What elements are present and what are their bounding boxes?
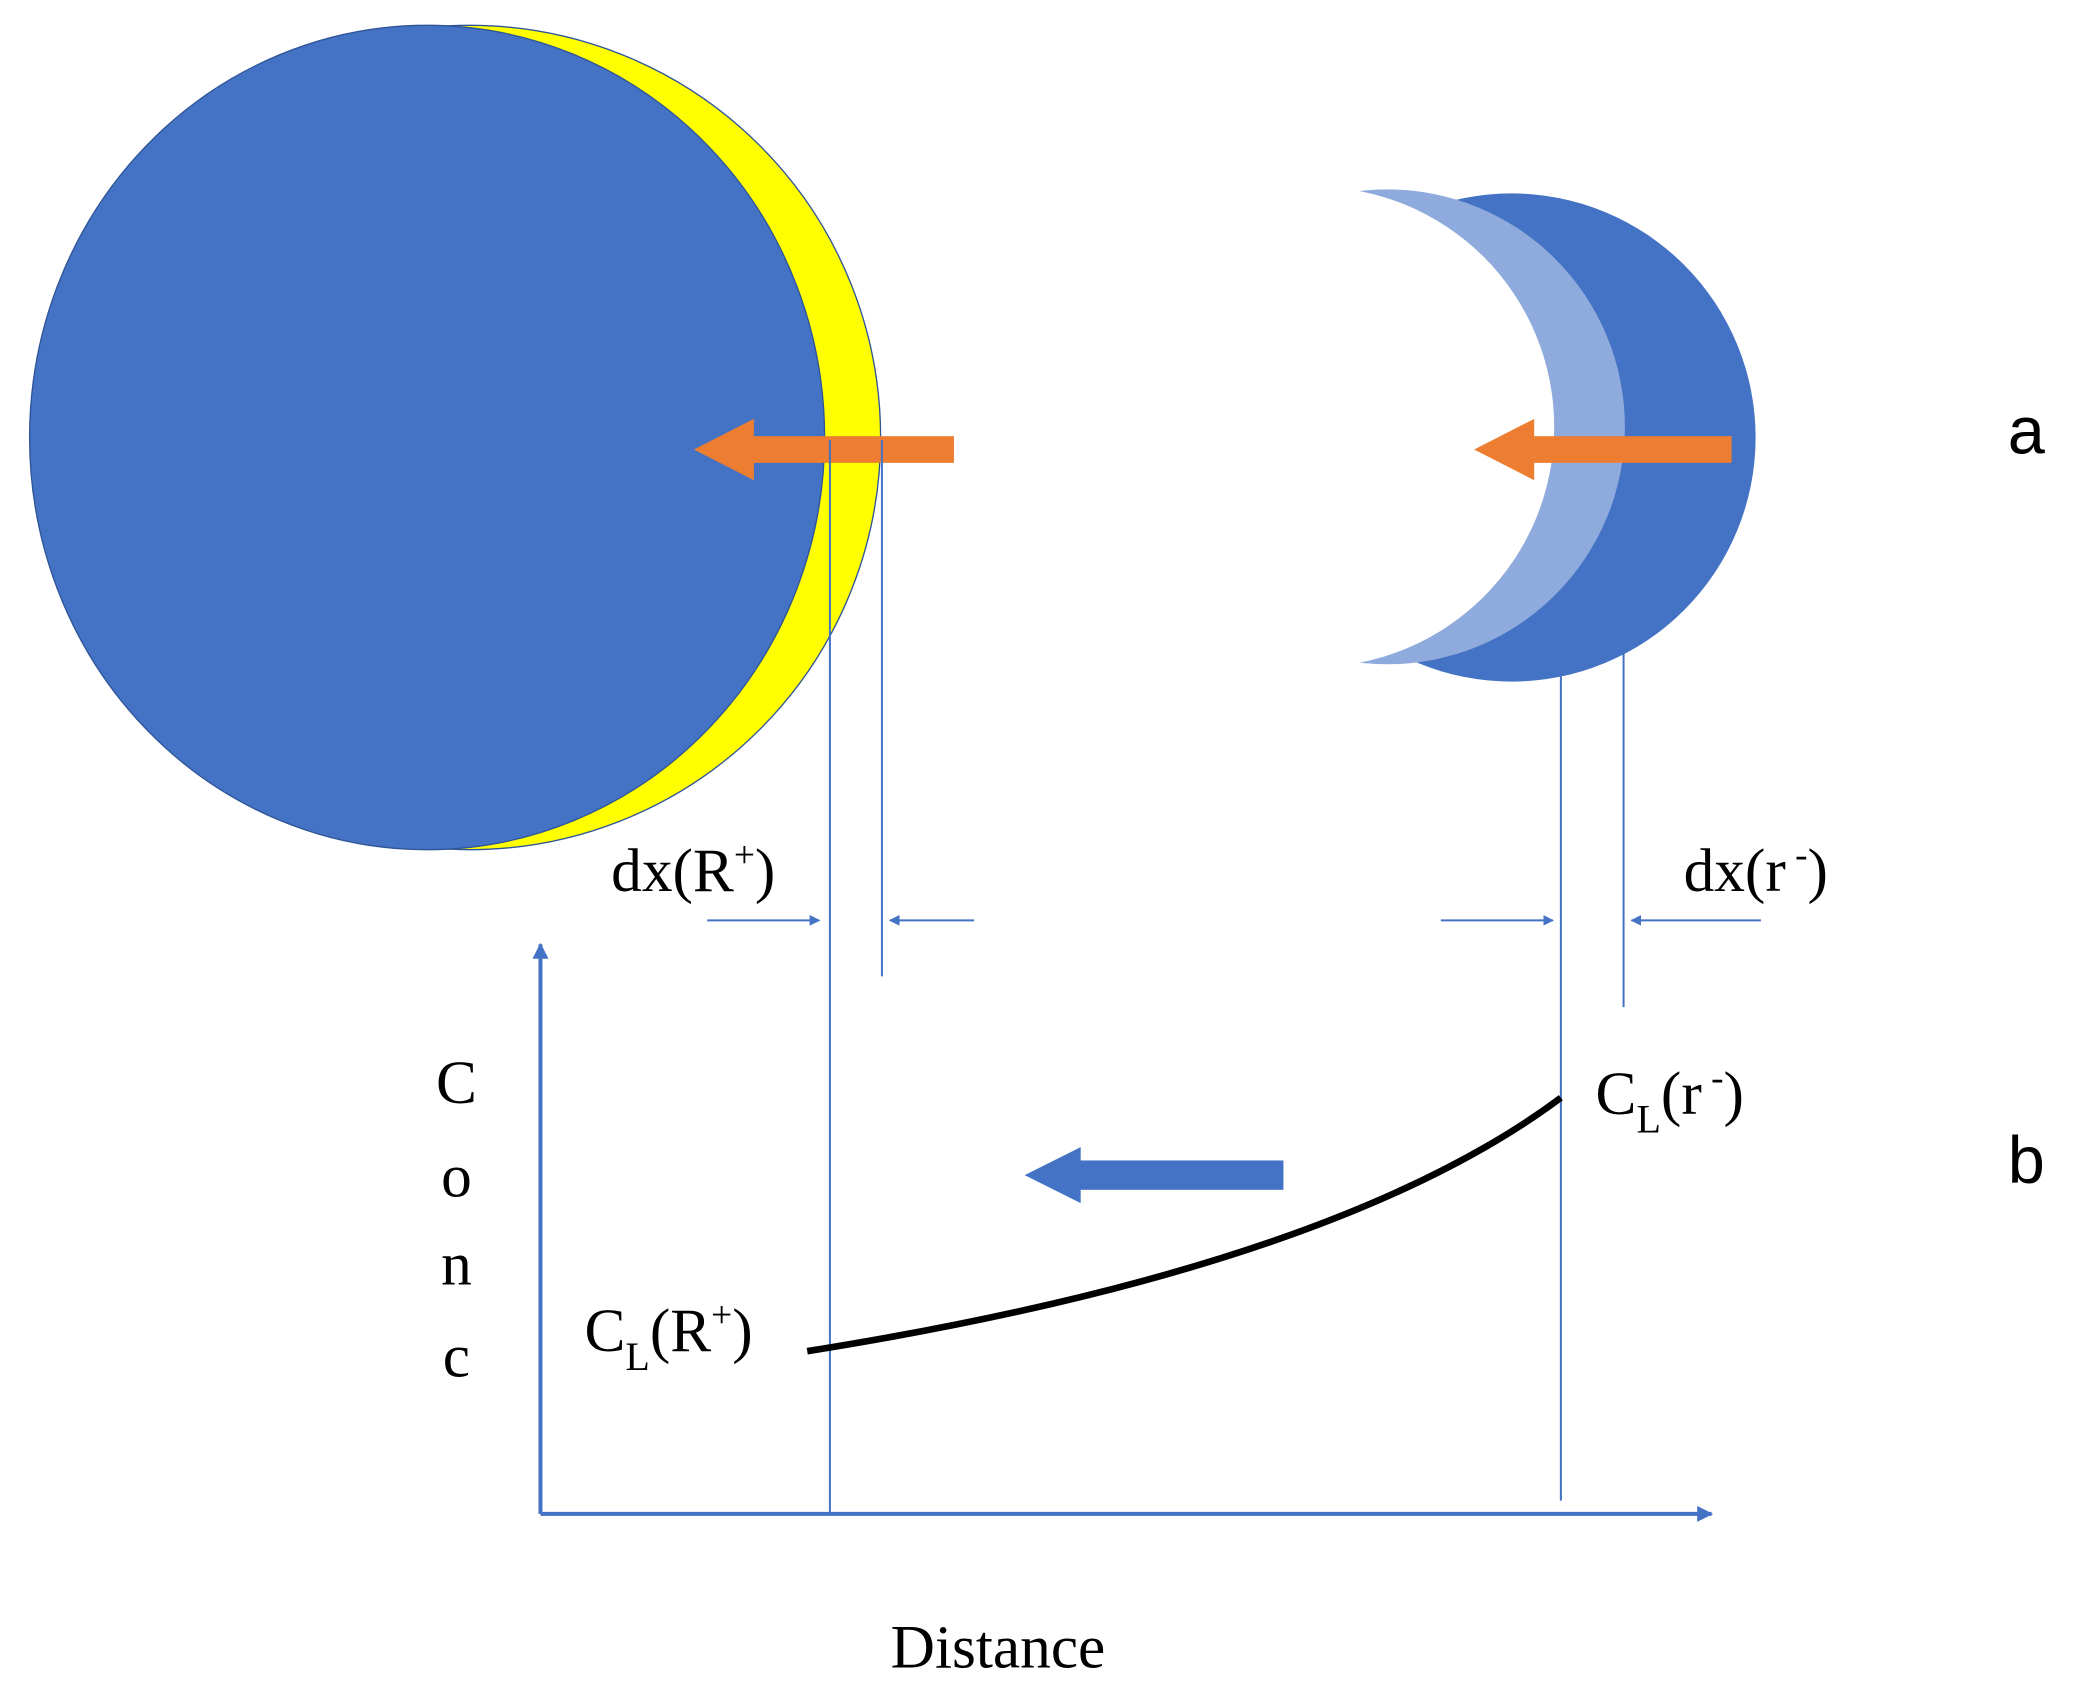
y-label-letter: c	[443, 1323, 470, 1391]
x-axis-label: Distance	[891, 1613, 1106, 1681]
y-label-letter: o	[441, 1142, 472, 1210]
curve-label: CL(r -)	[1596, 1058, 1744, 1142]
guide-lines	[707, 440, 1761, 1514]
dimension-label: dx(r -)	[1684, 835, 1828, 905]
removed-region	[1074, 186, 1555, 667]
diffusion-arrow	[1024, 1147, 1284, 1204]
flux-arrows	[693, 418, 1732, 481]
dimension-label: dx(R+)	[611, 835, 775, 905]
concentration-curve	[806, 1095, 1563, 1355]
panel-label: a	[2008, 395, 2046, 469]
y-label-letter: C	[436, 1049, 477, 1117]
panel-label: b	[2008, 1124, 2045, 1198]
large-particle	[28, 24, 826, 851]
y-label-letter: n	[441, 1231, 472, 1299]
axes	[532, 942, 1714, 1522]
curve-label: CL(R+)	[584, 1295, 752, 1379]
